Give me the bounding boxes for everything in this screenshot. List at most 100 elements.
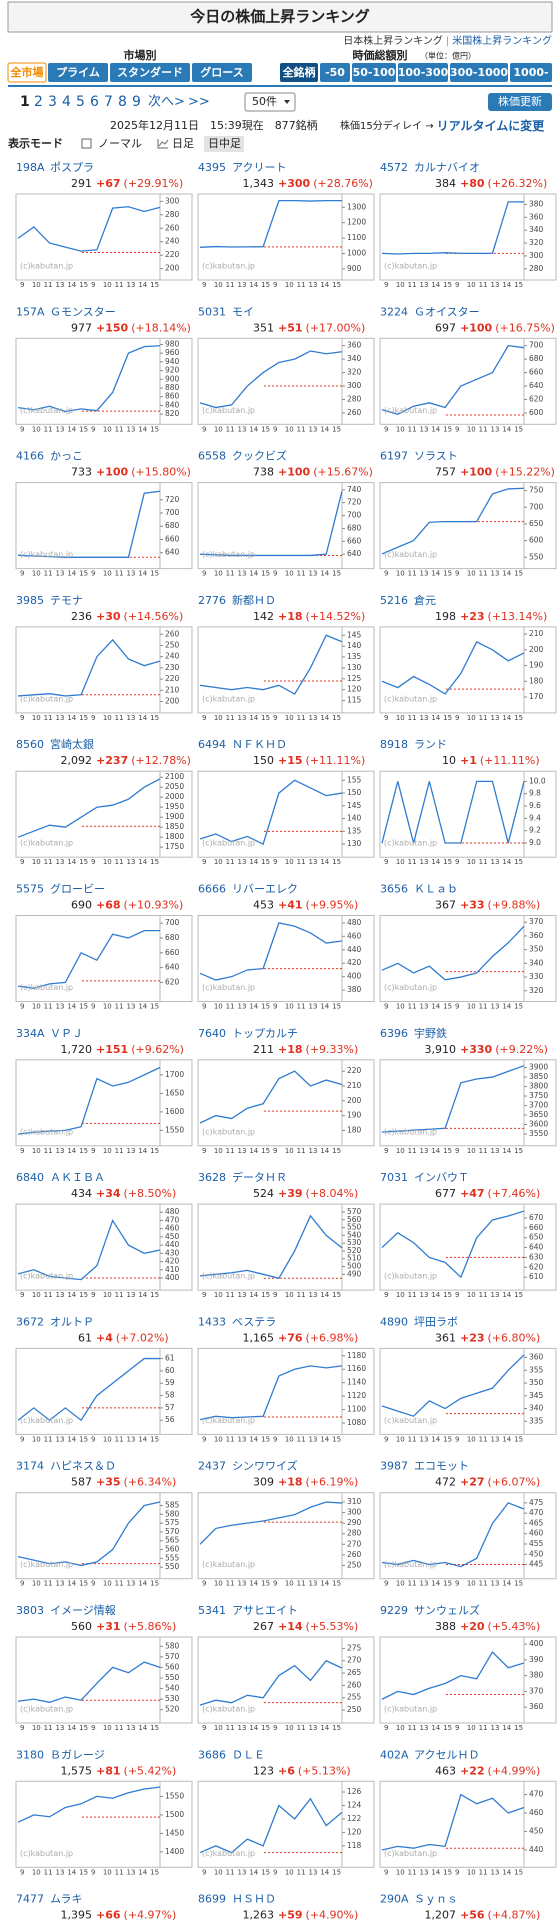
stock-name[interactable]: データＨＲ bbox=[232, 1170, 287, 1184]
stock-name[interactable]: インバウＴ bbox=[414, 1171, 469, 1184]
stock-name[interactable]: ＤＬＥ bbox=[232, 1748, 265, 1761]
stock-code[interactable]: 3174 bbox=[16, 1460, 44, 1473]
stock-name[interactable]: アクリート bbox=[232, 161, 286, 174]
stock-code[interactable]: 3224 bbox=[380, 305, 408, 318]
stock-name[interactable]: エコモット bbox=[414, 1460, 469, 1473]
tab-label[interactable]: グロース bbox=[200, 65, 243, 79]
stock-code[interactable]: 8918 bbox=[380, 738, 408, 751]
page-link[interactable]: 1 bbox=[20, 94, 30, 110]
stock-code[interactable]: 6840 bbox=[16, 1171, 44, 1184]
stock-code[interactable]: 3180 bbox=[16, 1748, 44, 1761]
stock-code[interactable]: 2437 bbox=[198, 1460, 226, 1473]
stock-code[interactable]: 3656 bbox=[380, 883, 408, 896]
stock-name[interactable]: 宇野鉄 bbox=[414, 1026, 447, 1040]
mode-daily[interactable]: 日足 bbox=[172, 137, 194, 150]
stock-name[interactable]: Ｇモンスター bbox=[50, 305, 116, 318]
stock-name[interactable]: ソラスト bbox=[414, 450, 458, 463]
stock-code[interactable]: 5216 bbox=[380, 594, 408, 607]
tab[interactable] bbox=[48, 63, 108, 82]
next-link[interactable]: 次へ> bbox=[148, 94, 185, 110]
stock-name[interactable]: アサヒエイト bbox=[232, 1604, 298, 1617]
tab[interactable] bbox=[192, 63, 252, 82]
tab[interactable] bbox=[510, 63, 552, 82]
stock-name[interactable]: ＶＰＪ bbox=[50, 1027, 83, 1040]
stock-name[interactable]: リバーエレク bbox=[232, 883, 298, 896]
stock-name[interactable]: ポスプラ bbox=[50, 161, 94, 174]
stock-name[interactable]: テモナ bbox=[50, 594, 83, 607]
realtime-link[interactable]: リアルタイムに変更 bbox=[437, 118, 546, 133]
stock-code[interactable]: 198A bbox=[16, 161, 45, 174]
stock-name[interactable]: ＮＦＫＨＤ bbox=[232, 738, 287, 751]
stock-name[interactable]: トップカルチ bbox=[232, 1027, 298, 1040]
stock-code[interactable]: 6666 bbox=[198, 883, 226, 896]
stock-code[interactable]: 5031 bbox=[198, 305, 226, 318]
stock-code[interactable]: 3672 bbox=[16, 1315, 44, 1328]
stock-name[interactable]: クックビズ bbox=[232, 449, 287, 463]
stock-name[interactable]: サンウェルズ bbox=[414, 1603, 480, 1617]
page-link[interactable]: 4 bbox=[62, 94, 71, 110]
page-link[interactable]: 9 bbox=[132, 94, 141, 110]
page-link[interactable]: 2 bbox=[34, 94, 43, 110]
stock-code[interactable]: 3987 bbox=[380, 1460, 408, 1473]
refresh-text[interactable]: 株価更新 bbox=[498, 94, 542, 108]
stock-code[interactable]: 5341 bbox=[198, 1604, 226, 1617]
stock-name[interactable]: オルトＰ bbox=[50, 1315, 94, 1328]
refresh-button[interactable] bbox=[488, 93, 552, 111]
per-page-text[interactable]: 50件 bbox=[252, 95, 277, 108]
stock-name[interactable]: 新都ＨＤ bbox=[232, 593, 276, 607]
stock-code[interactable]: 8699 bbox=[198, 1893, 226, 1906]
stock-code[interactable]: 3803 bbox=[16, 1604, 44, 1617]
tab-label[interactable]: 300-1000 bbox=[450, 66, 508, 79]
stock-code[interactable]: 6558 bbox=[198, 450, 226, 463]
stock-name[interactable]: 倉元 bbox=[414, 593, 436, 607]
stock-code[interactable]: 6197 bbox=[380, 450, 408, 463]
stock-name[interactable]: Ｂガレージ bbox=[50, 1748, 105, 1761]
page-link[interactable]: 5 bbox=[76, 94, 85, 110]
stock-code[interactable]: 334A bbox=[16, 1027, 45, 1040]
tab[interactable] bbox=[398, 63, 448, 82]
stock-code[interactable]: 4166 bbox=[16, 450, 44, 463]
tab[interactable] bbox=[7, 62, 47, 83]
page-link[interactable]: 3 bbox=[48, 94, 57, 110]
stock-code[interactable]: 4395 bbox=[198, 161, 226, 174]
tab-label[interactable]: 全銘柄 bbox=[282, 65, 316, 79]
stock-name[interactable]: ＨＳＨＤ bbox=[232, 1893, 276, 1906]
stock-code[interactable]: 7640 bbox=[198, 1027, 226, 1040]
stock-code[interactable]: 5575 bbox=[16, 883, 44, 896]
tab[interactable] bbox=[280, 63, 318, 82]
stock-name[interactable]: アクセルＨＤ bbox=[414, 1748, 479, 1761]
stock-code[interactable]: 4572 bbox=[380, 161, 408, 174]
stock-code[interactable]: 290A bbox=[380, 1893, 409, 1906]
stock-name[interactable]: イメージ情報 bbox=[50, 1604, 116, 1617]
tab-label[interactable]: 100-300 bbox=[398, 66, 449, 79]
tab[interactable] bbox=[450, 63, 508, 82]
stock-name[interactable]: ＫＬａｂ bbox=[414, 883, 458, 896]
tab-label[interactable]: 全市場 bbox=[10, 65, 44, 79]
stock-code[interactable]: 6396 bbox=[380, 1027, 408, 1040]
stock-code[interactable]: 9229 bbox=[380, 1604, 408, 1617]
stock-name[interactable]: グロービー bbox=[50, 882, 105, 896]
mode-intraday[interactable]: 日中足 bbox=[208, 137, 241, 150]
stock-name[interactable]: ランド bbox=[414, 738, 447, 751]
stock-code[interactable]: 1433 bbox=[198, 1315, 226, 1328]
tab-label[interactable]: 50-100 bbox=[353, 66, 396, 79]
tab-label[interactable]: 1000- bbox=[513, 66, 548, 79]
stock-name[interactable]: 坪田ラボ bbox=[414, 1315, 458, 1328]
stock-name[interactable]: Ｇオイスター bbox=[414, 305, 480, 318]
link-jp[interactable]: 日本株上昇ランキング bbox=[343, 34, 443, 47]
stock-name[interactable]: ムラキ bbox=[50, 1893, 82, 1906]
mode-normal[interactable]: ノーマル bbox=[98, 137, 142, 150]
stock-name[interactable]: シンワワイズ bbox=[232, 1459, 298, 1473]
stock-name[interactable]: ハピネス＆Ｄ bbox=[50, 1460, 116, 1473]
stock-code[interactable]: 157A bbox=[16, 305, 45, 318]
tab[interactable] bbox=[352, 63, 396, 82]
stock-code[interactable]: 3985 bbox=[16, 594, 44, 607]
tab-label[interactable]: -50 bbox=[325, 66, 345, 79]
stock-name[interactable]: Ｓｙｎｓ bbox=[414, 1893, 458, 1906]
per-page-select[interactable] bbox=[244, 92, 296, 112]
tab[interactable] bbox=[320, 63, 350, 82]
stock-name[interactable]: 宮崎太銀 bbox=[50, 737, 94, 751]
tab[interactable] bbox=[110, 63, 190, 82]
page-link[interactable]: 8 bbox=[118, 94, 127, 110]
stock-name[interactable]: モイ bbox=[232, 305, 254, 318]
